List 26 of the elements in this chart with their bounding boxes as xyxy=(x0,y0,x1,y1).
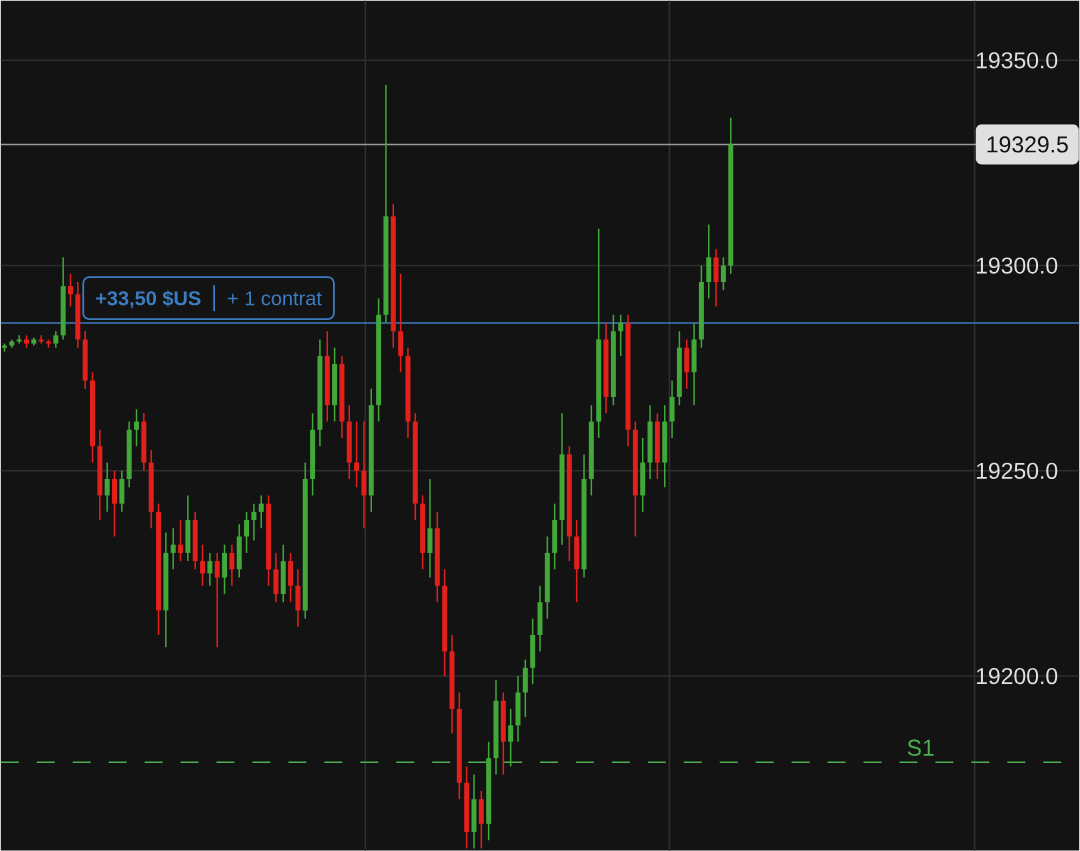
candlestick xyxy=(68,272,73,308)
candlestick xyxy=(178,519,184,562)
candlestick xyxy=(354,420,360,488)
candlestick xyxy=(207,552,213,587)
legend-label: +33,50 $US xyxy=(96,290,201,309)
candlestick xyxy=(251,502,257,542)
candlestick xyxy=(508,708,514,767)
candlestick xyxy=(214,552,220,648)
ref-line-label: S1 xyxy=(907,739,934,756)
candlestick xyxy=(104,461,110,513)
annotation: + 1 contrat xyxy=(227,291,322,306)
y-tick-label: 19350.0 xyxy=(976,52,1058,69)
y-tick-label: 19250.0 xyxy=(976,462,1058,479)
candlestick xyxy=(16,334,22,345)
candlestick xyxy=(258,494,264,529)
candlestick xyxy=(618,313,624,357)
candlestick xyxy=(200,543,206,587)
candlestick xyxy=(720,256,726,291)
candlestick xyxy=(38,334,44,345)
y-tick-label: 19200.0 xyxy=(976,667,1058,685)
ref-line-label: 19329.5 xyxy=(987,136,1068,153)
candlestick xyxy=(170,527,176,570)
candlestick xyxy=(134,408,140,447)
candlestick xyxy=(229,543,235,587)
y-tick-label: 19300.0 xyxy=(976,257,1058,274)
candlestick xyxy=(244,510,250,554)
